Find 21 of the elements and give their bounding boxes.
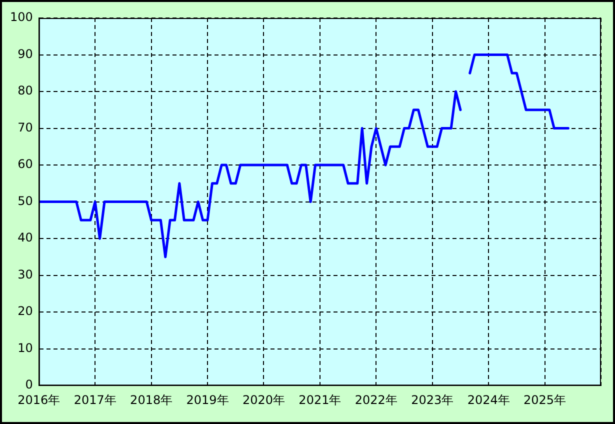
- y-tick-label: 50: [18, 194, 33, 208]
- y-tick-label: 30: [18, 267, 33, 282]
- y-tick-label: 40: [18, 230, 33, 245]
- x-tick-label: 2018年: [130, 392, 173, 407]
- x-tick-label: 2022年: [354, 392, 398, 407]
- x-tick-label: 2020年: [242, 392, 286, 407]
- y-tick-label: 100: [10, 10, 33, 24]
- y-tick-label: 70: [18, 120, 33, 134]
- x-tick-label: 2023年: [411, 392, 454, 407]
- y-tick-label: 10: [18, 340, 33, 355]
- x-tick-label: 2024年: [467, 392, 510, 407]
- y-tick-label: 80: [18, 84, 33, 98]
- x-tick-label: 2016年: [18, 392, 60, 407]
- y-tick-label: 90: [18, 46, 33, 61]
- x-tick-label: 2025年: [524, 392, 566, 407]
- x-tick-label: 2019年: [186, 392, 229, 407]
- x-tick-label: 2017年: [74, 392, 116, 407]
- y-tick-label: 60: [18, 157, 33, 172]
- y-tick-label: 20: [18, 304, 33, 318]
- y-tick-label: 0: [25, 378, 33, 392]
- x-tick-label: 2021年: [298, 392, 342, 407]
